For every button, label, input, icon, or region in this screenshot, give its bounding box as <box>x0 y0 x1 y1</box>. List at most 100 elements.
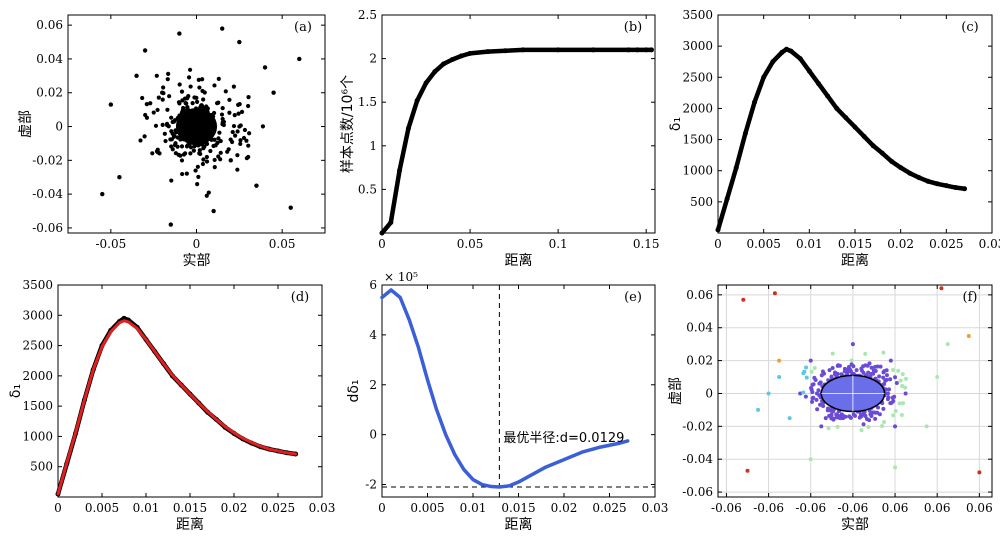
data-point <box>880 424 885 429</box>
data-point <box>220 105 225 111</box>
data-point <box>815 407 820 412</box>
data-point <box>715 227 721 233</box>
data-point <box>230 129 235 135</box>
data-point <box>177 101 182 106</box>
x-tick-label: 0 <box>193 237 201 251</box>
data-point <box>808 358 813 363</box>
data-point <box>818 380 823 385</box>
panel-3: 0 0.005 0.01 0.015 0.02 0.025 0.03 500 1000 1500 2… <box>668 8 1000 269</box>
data-point <box>242 127 248 133</box>
panel-4: 0 0.005 0.01 0.015 0.02 0.025 0.03 500 1000 1500 2… <box>8 278 335 533</box>
y-tick-label: -2 <box>365 478 377 492</box>
y-tick-label: 1500 <box>22 399 53 413</box>
data-point <box>876 405 881 410</box>
data-point <box>213 143 218 148</box>
series-line-1 <box>715 47 967 233</box>
data-point <box>884 373 889 378</box>
data-point <box>829 408 834 413</box>
data-point <box>819 424 824 429</box>
data-point <box>626 47 632 53</box>
data-point <box>866 370 871 375</box>
data-point <box>238 138 243 143</box>
data-point <box>179 158 185 163</box>
data-point <box>861 422 866 427</box>
data-point <box>810 396 815 401</box>
data-point <box>238 141 243 146</box>
data-point <box>809 387 814 392</box>
data-point <box>808 457 813 462</box>
data-point <box>891 413 896 418</box>
data-point <box>861 412 866 417</box>
data-point <box>867 361 872 366</box>
data-point <box>254 183 259 188</box>
x-tick-label: 0.02 <box>887 237 914 251</box>
data-point <box>859 428 864 433</box>
x-tick-label: 0.03 <box>979 237 1000 251</box>
data-point <box>216 154 221 159</box>
data-point <box>804 375 809 380</box>
data-point <box>397 167 403 173</box>
data-point <box>246 143 251 148</box>
data-point <box>835 424 840 429</box>
x-tick-label: 0.025 <box>592 501 626 515</box>
data-point <box>204 159 210 164</box>
y-tick-label: 0.04 <box>36 52 63 66</box>
x-tick-label: 0.05 <box>457 237 484 251</box>
data-point <box>200 161 206 167</box>
data-point <box>830 351 835 356</box>
data-point <box>100 191 105 197</box>
data-point <box>168 222 173 227</box>
data-point <box>233 133 238 138</box>
data-point <box>227 110 232 115</box>
data-point <box>236 102 241 108</box>
y-axis-label: 虚部 <box>18 110 34 138</box>
x-tick-label: 0.03 <box>309 501 336 515</box>
panel-label: (b) <box>624 20 642 35</box>
data-point <box>181 152 187 157</box>
data-point <box>201 157 206 162</box>
data-point <box>199 103 204 108</box>
x-tick-label: 0.025 <box>929 237 963 251</box>
data-point <box>851 364 856 369</box>
data-point <box>432 69 438 75</box>
y-axis-label: δ₁ <box>8 384 24 398</box>
data-point <box>648 47 654 53</box>
data-point <box>188 145 194 150</box>
data-point <box>184 101 189 106</box>
data-point <box>227 97 232 102</box>
data-point <box>235 167 240 172</box>
panel-label: (a) <box>294 20 312 35</box>
data-point <box>212 165 217 170</box>
data-point <box>878 364 883 369</box>
x-tick-label: 0.005 <box>410 501 444 515</box>
data-point <box>246 103 251 109</box>
data-point <box>881 370 886 375</box>
data-point <box>216 136 221 141</box>
data-point <box>217 130 222 135</box>
data-point <box>117 175 122 180</box>
data-point <box>859 368 864 373</box>
data-point <box>160 97 165 102</box>
data-point <box>962 186 968 192</box>
data-point <box>779 49 785 55</box>
x-tick-label: 0.01 <box>460 501 487 515</box>
series-line-1 <box>380 288 630 489</box>
y-tick-label: 0.06 <box>686 288 713 302</box>
data-point <box>893 375 898 380</box>
data-point <box>882 420 887 425</box>
data-point <box>161 85 166 90</box>
x-tick-label: 0.005 <box>85 501 119 515</box>
data-point <box>898 378 903 383</box>
data-point <box>202 90 207 95</box>
data-point <box>811 382 816 387</box>
data-point <box>379 230 385 236</box>
data-point <box>192 95 197 100</box>
x-tick-label: -0.06 <box>753 501 784 515</box>
data-point <box>852 124 858 130</box>
data-point <box>861 133 867 139</box>
data-point <box>766 391 771 396</box>
data-point <box>449 56 455 62</box>
series-line-2 <box>56 319 298 496</box>
data-point <box>643 47 649 53</box>
data-point <box>869 365 874 370</box>
